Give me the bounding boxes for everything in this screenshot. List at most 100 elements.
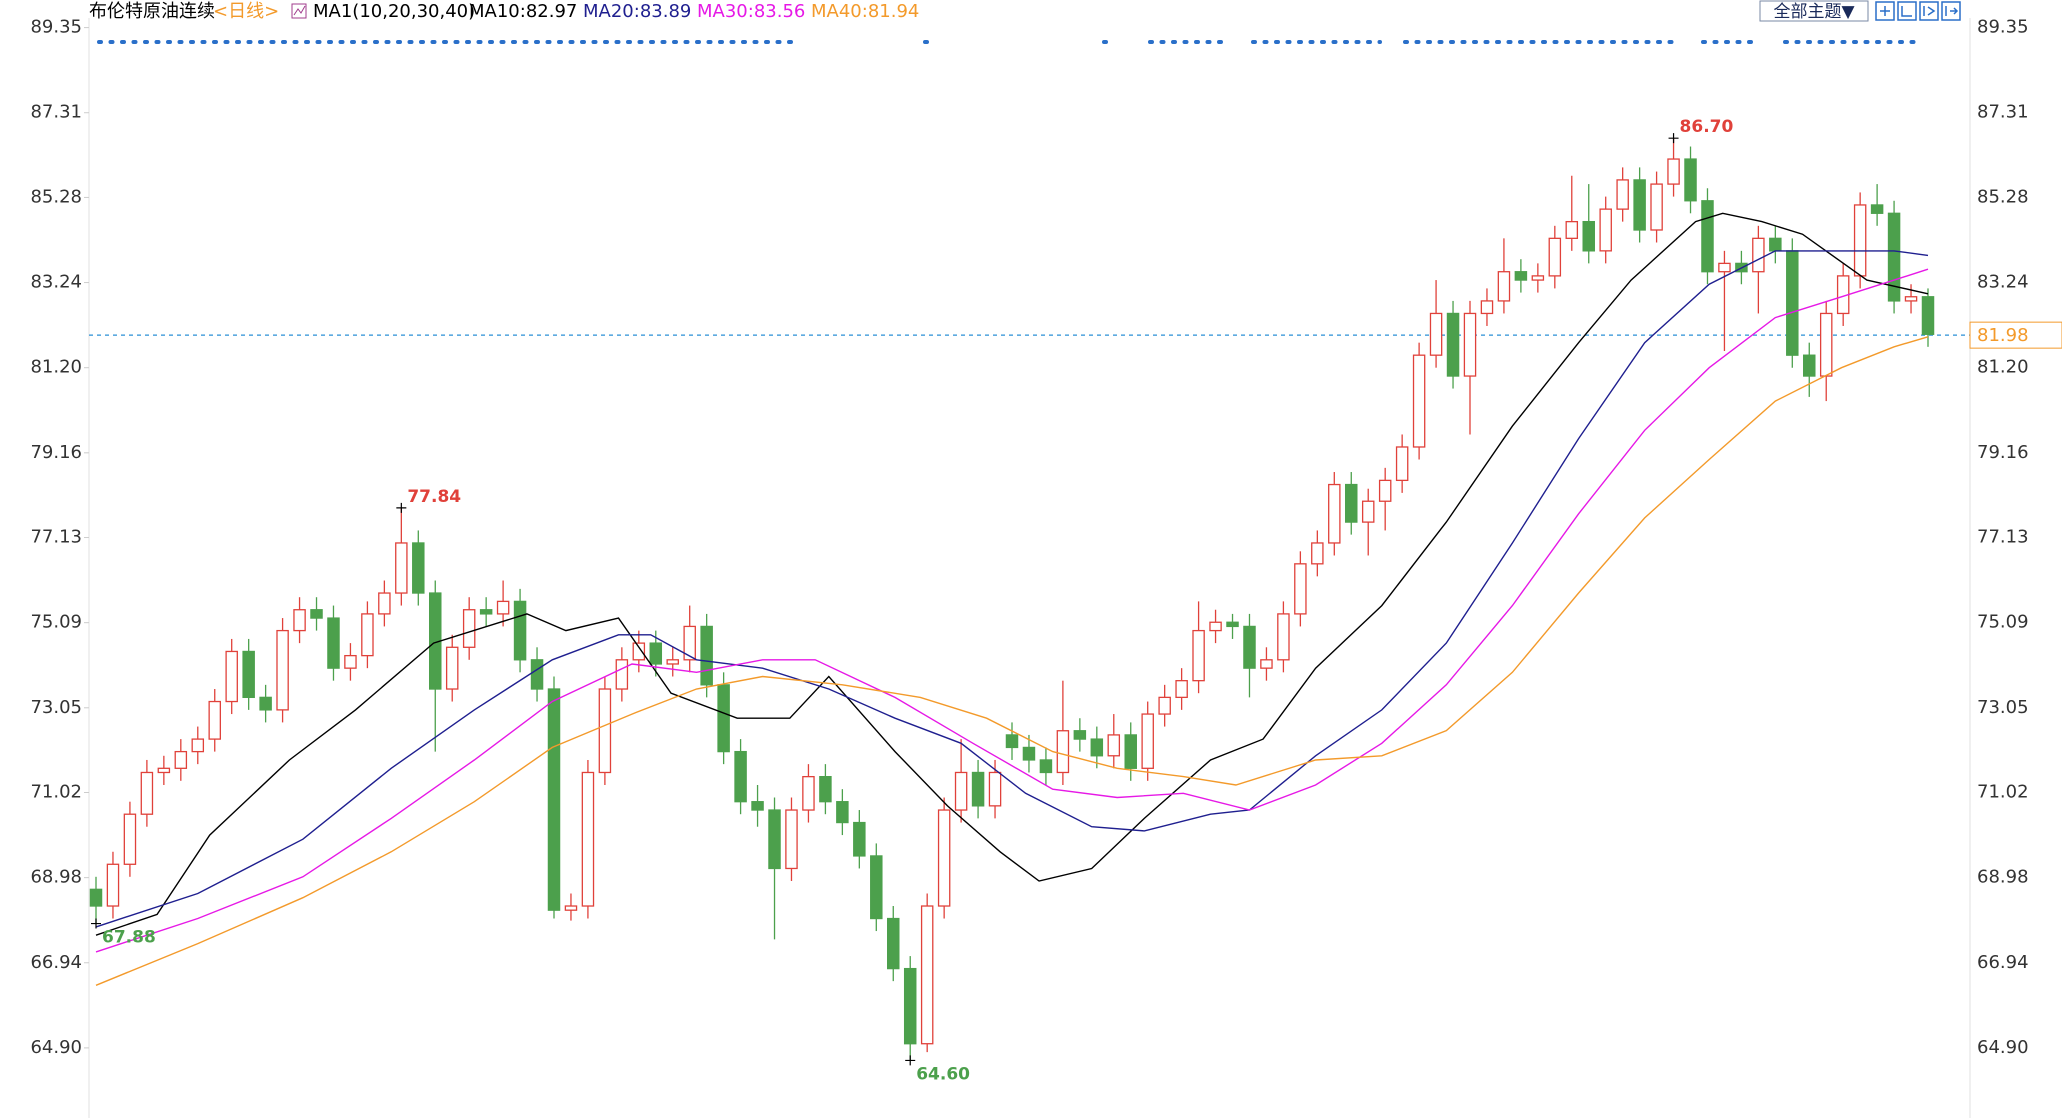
candle-body [174, 750, 188, 769]
y2-tick-label: 64.90 [1977, 1037, 2029, 1058]
candle-body [632, 642, 646, 661]
y-tick-label: 73.05 [30, 697, 82, 718]
legend: MA10:82.97 MA20:83.89 MA30:83.56 MA40:81.94 [469, 1, 919, 22]
candle-body [208, 700, 221, 740]
y-tick-label: 71.02 [30, 782, 82, 803]
y-tick-label: 79.16 [30, 442, 82, 463]
candle-body [1429, 312, 1443, 356]
tool-button[interactable] [1941, 1, 1961, 21]
y2-tick-label: 81.20 [1977, 357, 2029, 378]
candle-body [649, 642, 663, 665]
candle-body [1803, 354, 1816, 377]
candle-body [1514, 271, 1528, 281]
legend-entry: MA40:81.94 [811, 1, 919, 22]
candle-body [1260, 659, 1273, 669]
indicator-icon[interactable] [291, 3, 307, 19]
candle-body [242, 650, 255, 699]
candle-body [1056, 730, 1070, 774]
candle-body [1039, 759, 1053, 774]
candle-body [1701, 200, 1714, 273]
candle-body [1378, 479, 1392, 502]
candle-body [496, 600, 510, 615]
candle-body [1345, 483, 1358, 523]
candle-body [1565, 220, 1579, 239]
candle-body [1887, 212, 1901, 302]
candle-body [937, 809, 951, 907]
candle-body [547, 688, 561, 911]
candle-body [1243, 625, 1256, 669]
candle-body [1090, 738, 1104, 757]
candle-body [1005, 734, 1019, 749]
y-tick-label: 81.20 [30, 357, 82, 378]
candle-body [479, 609, 493, 615]
candle-body [1328, 483, 1341, 544]
annotation-label: 86.70 [1680, 117, 1734, 137]
candle-body [734, 750, 747, 803]
candle-body [1412, 354, 1426, 448]
candle-body [1209, 621, 1222, 632]
candle-body [1158, 696, 1171, 715]
y-tick-label: 83.24 [30, 272, 82, 293]
candle-body [1395, 446, 1409, 482]
candle-body [191, 738, 205, 753]
candle-body [1548, 237, 1562, 277]
legend-entry: MA20:83.89 [583, 1, 691, 22]
candle-body [445, 646, 459, 690]
candle-body [1531, 275, 1545, 281]
annotation-marker [905, 1055, 916, 1066]
indicator-label[interactable]: MA1(10,20,30,40) [313, 1, 475, 22]
tool-button[interactable] [1875, 1, 1895, 21]
candle-body [971, 771, 985, 807]
candle-body [785, 809, 798, 870]
annotation-label: 77.84 [407, 487, 461, 507]
candle-body [1497, 271, 1511, 302]
candle-body [1175, 680, 1188, 699]
candle-body [1124, 734, 1137, 769]
last-price-label: 81.98 [1977, 325, 2029, 346]
candle-body [954, 771, 968, 811]
candle-body [259, 696, 272, 711]
y-tick-label: 64.90 [30, 1037, 82, 1058]
candle-body [700, 625, 713, 686]
ma-line [95, 212, 1929, 936]
y2-tick-label: 73.05 [1977, 697, 2029, 718]
candle-body [1616, 179, 1629, 210]
tool-button[interactable] [1897, 1, 1917, 21]
candle-body [581, 771, 595, 907]
candle-body [89, 888, 103, 907]
candle-body [751, 801, 764, 811]
candle-body [1277, 613, 1290, 661]
ma-line [95, 250, 1929, 928]
candle-body [819, 775, 832, 803]
candle-body [1870, 204, 1884, 214]
candle-body [768, 809, 781, 870]
candle-body [1769, 237, 1782, 252]
candle-body [1480, 300, 1494, 315]
indicator-icon-line [293, 5, 306, 16]
candle-body [564, 905, 578, 911]
candle-body [310, 609, 323, 619]
candle-body [1582, 220, 1595, 252]
y2-tick-label: 77.13 [1977, 527, 2029, 548]
legend-entry: MA30:83.56 [697, 1, 805, 22]
last-price-box [1969, 321, 2062, 349]
annotation-marker [1668, 133, 1679, 144]
candle-body [361, 613, 374, 657]
theme-button[interactable] [1759, 0, 1869, 22]
candle-body [1446, 312, 1460, 377]
annotation-label: 67.88 [102, 928, 156, 948]
candle-body [106, 863, 120, 907]
candle-body [1226, 621, 1239, 628]
y2-tick-label: 75.09 [1977, 612, 2029, 633]
candle-body [887, 917, 900, 970]
candle-body [1853, 204, 1867, 277]
y2-tick-label: 71.02 [1977, 782, 2029, 803]
candle-body [615, 659, 629, 690]
y-tick-label: 77.13 [30, 527, 82, 548]
period-label[interactable]: <日线> [213, 1, 279, 22]
theme-button-label[interactable]: 全部主题▼ [1773, 2, 1855, 22]
annotation-marker [396, 502, 407, 513]
candle-body [1073, 730, 1087, 740]
y2-tick-label: 83.24 [1977, 272, 2029, 293]
tool-button[interactable] [1919, 1, 1939, 21]
